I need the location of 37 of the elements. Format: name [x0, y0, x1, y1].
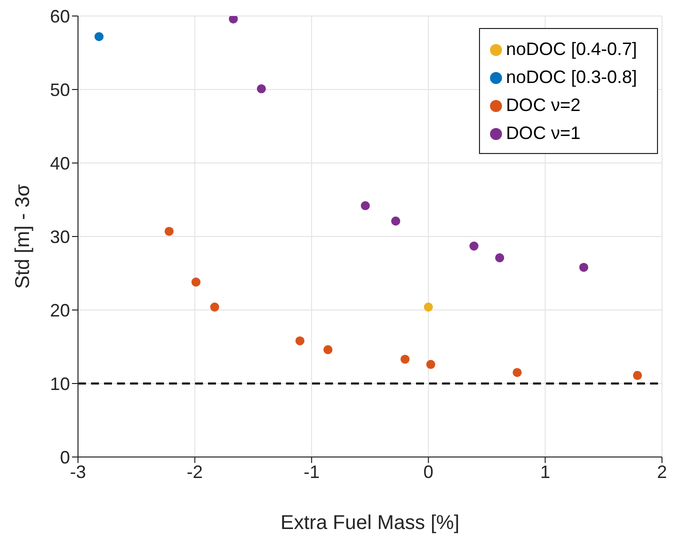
- point: [495, 253, 504, 262]
- point: [469, 242, 478, 251]
- x-tick-label: 2: [656, 462, 668, 482]
- point: [256, 84, 266, 94]
- y-axis-title: Std [m] - 3σ: [12, 184, 34, 289]
- point: [426, 360, 436, 369]
- y-tick-label: 10: [50, 374, 70, 394]
- y-tick-label: 20: [50, 300, 70, 320]
- x-tick-label: 1: [540, 462, 550, 482]
- legend-label: DOC ν=1: [506, 123, 580, 143]
- legend-label: noDOC [0.3-0.8]: [506, 67, 637, 87]
- y-tick-label: 50: [50, 80, 70, 100]
- point: [323, 345, 332, 354]
- point: [94, 32, 104, 42]
- x-tick-label: -2: [186, 462, 203, 482]
- x-tick-label: 0: [423, 462, 434, 482]
- point: [228, 16, 238, 24]
- x-tick-label: -1: [304, 462, 320, 482]
- y-tick-label: 40: [50, 153, 70, 174]
- x-axis-title: Extra Fuel Mass [%]: [280, 512, 460, 534]
- y-tick-label: 60: [50, 6, 70, 26]
- point: [400, 354, 410, 364]
- point: [632, 370, 642, 380]
- point: [295, 336, 304, 346]
- point: [579, 262, 588, 272]
- point: [164, 226, 174, 236]
- point: [210, 302, 220, 312]
- point: [360, 201, 370, 210]
- point: [391, 216, 400, 226]
- x-tick-label: -3: [70, 462, 86, 482]
- legend-label: DOC ν=2: [506, 95, 580, 115]
- point: [191, 278, 200, 287]
- point: [424, 302, 433, 312]
- y-tick-label: 30: [50, 226, 70, 247]
- legend-label: noDOC [0.4-0.7]: [506, 39, 637, 59]
- y-tick-label: 0: [60, 447, 70, 468]
- point: [512, 368, 522, 377]
